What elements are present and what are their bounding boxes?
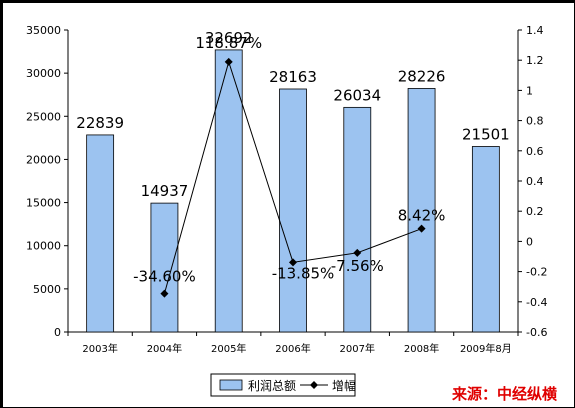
bars — [86, 49, 500, 333]
left-tick-label: 0 — [54, 326, 61, 339]
bar-value-label: 28163 — [269, 68, 317, 86]
growth-line — [160, 57, 426, 298]
bar — [343, 106, 372, 333]
bar-value-label: 21501 — [462, 125, 510, 143]
growth-value-label: 118.87% — [195, 34, 262, 52]
left-tick-label: 10000 — [26, 240, 61, 253]
growth-point — [353, 248, 362, 257]
source-text: 来源：中经纵横 — [451, 385, 558, 403]
x-tick-label: 2006年 — [275, 342, 310, 355]
left-tick-label: 20000 — [26, 153, 61, 166]
growth-value-label: -34.60% — [133, 268, 196, 286]
legend-label-profit: 利润总额 — [248, 379, 296, 393]
legend: 利润总额 增幅 — [210, 373, 356, 397]
x-tick-label: 2005年 — [211, 342, 246, 355]
growth-point — [417, 224, 426, 233]
x-tick-label: 2008年 — [404, 342, 439, 355]
right-tick-label: 0.6 — [526, 145, 544, 158]
x-tick-label: 2009年8月 — [460, 342, 512, 355]
bar — [86, 134, 115, 333]
left-tick-label: 30000 — [26, 67, 61, 80]
bar-value-label: 26034 — [333, 86, 381, 104]
right-tick-label: 0.8 — [526, 115, 544, 128]
left-tick-label: 5000 — [33, 283, 61, 296]
right-tick-label: 1.4 — [526, 24, 544, 37]
data-labels: 22839 14937 32692 28163 26034 28226 21501 -34.6… — [76, 29, 509, 286]
right-tick-label: 0.4 — [526, 175, 544, 188]
x-tick-label: 2007年 — [340, 342, 375, 355]
growth-value-label: 8.42% — [398, 207, 446, 225]
bar — [471, 146, 500, 333]
legend-box — [210, 373, 356, 397]
axes: 0 5000 10000 15000 20000 25000 30000 35000 -0.6 -… — [26, 24, 547, 355]
right-tick-label: 0 — [526, 235, 533, 248]
right-tick-label: -0.2 — [526, 266, 547, 279]
growth-point — [289, 258, 297, 267]
bar — [279, 88, 307, 333]
right-tick-label: 0.2 — [526, 205, 544, 218]
legend-label-growth: 增幅 — [332, 378, 356, 393]
growth-point — [224, 57, 233, 66]
x-tick-label: 2004年 — [147, 342, 182, 355]
growth-value-label: -13.85% — [272, 264, 335, 282]
bar-value-label: 22839 — [76, 114, 124, 132]
bar — [214, 49, 243, 333]
left-tick-label: 25000 — [26, 110, 61, 123]
growth-value-label: -7.56% — [331, 257, 384, 275]
bar-value-label: 32692 — [205, 29, 253, 47]
bar-value-label: 28226 — [398, 67, 446, 85]
right-tick-label: 1 — [526, 84, 533, 97]
right-tick-label: -0.4 — [526, 296, 547, 309]
right-tick-label: -0.6 — [526, 326, 547, 339]
bar — [407, 88, 436, 333]
legend-swatch-profit — [219, 379, 243, 391]
right-tick-label: 1.2 — [526, 54, 544, 67]
growth-point — [160, 289, 169, 298]
legend-marker-growth — [310, 381, 318, 389]
bar-value-label: 14937 — [141, 182, 189, 200]
left-tick-label: 35000 — [26, 24, 61, 37]
left-tick-label: 15000 — [26, 197, 61, 210]
bar — [150, 202, 179, 333]
x-tick-label: 2003年 — [82, 342, 117, 355]
